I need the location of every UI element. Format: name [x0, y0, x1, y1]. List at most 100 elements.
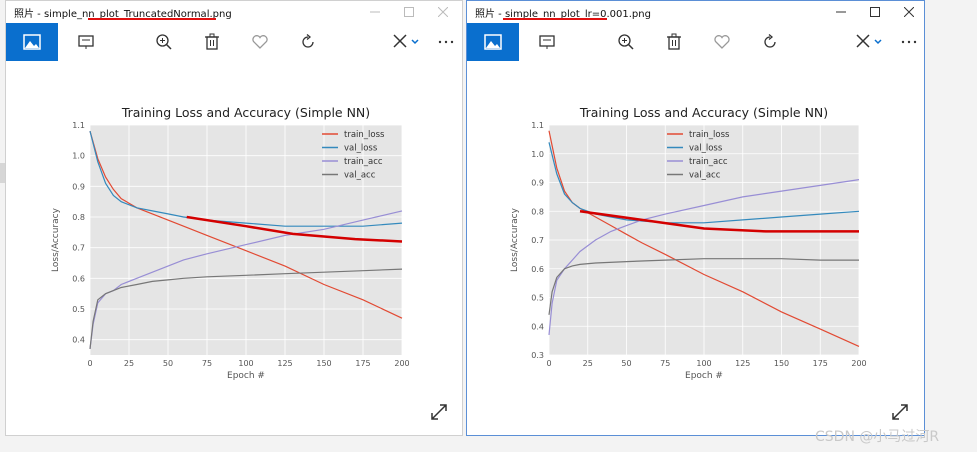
x-tick-label: 175 [355, 359, 370, 368]
maximize-button[interactable] [392, 1, 426, 23]
x-tick-label: 25 [124, 359, 134, 368]
image-viewer: 0 25 50 75 100 125 150 175 200 0.4 0.5 0.6 0.7 0.8 0.9… [6, 61, 462, 435]
slideshow-icon [539, 35, 555, 49]
y-tick-label: 1.1 [72, 121, 85, 130]
training-chart: 0 25 50 75 100 125 150 175 200 0.3 0.4 0.5 0.6 0.7 0.8… [510, 105, 867, 381]
red-trend-annotation [579, 210, 859, 233]
trash-icon [667, 33, 681, 50]
series-line-val_loss [89, 130, 403, 227]
watermark: CSDN @小马过河R [815, 429, 940, 445]
x-tick-label: 125 [277, 359, 292, 368]
zoom-in-icon [618, 34, 634, 50]
series-line-train_loss [548, 130, 860, 347]
minimize-button[interactable] [824, 1, 858, 23]
x-tick-label: 200 [394, 359, 409, 368]
fullscreen-expand-icon[interactable] [428, 401, 450, 423]
y-axis-label: Loss/Accuracy [51, 207, 61, 272]
title-bar[interactable]: 照片 - simple_nn_plot_lr=0.001.png [467, 1, 924, 23]
favorite-button[interactable] [704, 23, 740, 61]
heart-icon [252, 35, 268, 49]
more-button[interactable] [428, 23, 462, 61]
y-tick-label: 0.9 [531, 179, 544, 188]
x-tick-label: 125 [735, 359, 750, 368]
legend-label: train_loss [344, 130, 385, 140]
y-tick-label: 0.7 [72, 244, 85, 253]
maximize-button[interactable] [858, 1, 892, 23]
y-tick-label: 0.3 [531, 351, 544, 360]
more-icon [438, 40, 454, 44]
y-tick-label: 0.8 [531, 207, 544, 216]
rotate-button[interactable] [290, 23, 326, 61]
rotate-icon [302, 34, 314, 48]
legend-label: val_loss [689, 144, 723, 154]
red-trend-annotation [186, 215, 403, 243]
slideshow-button[interactable] [68, 23, 104, 61]
zoom-in-icon [156, 34, 172, 50]
x-tick-label: 0 [87, 359, 92, 368]
edit-button[interactable] [388, 23, 424, 61]
window-title: 照片 - simple_nn_plot_lr=0.001.png [475, 9, 651, 20]
y-tick-label: 0.6 [72, 274, 85, 283]
trash-icon [205, 33, 219, 50]
legend-label: val_loss [344, 144, 378, 154]
edit-button[interactable] [851, 23, 887, 61]
heart-icon [714, 35, 730, 49]
photo-view-button[interactable] [6, 23, 58, 61]
photos-window-lr-0001: 照片 - simple_nn_plot_lr=0.001.png 0 25 50 75… [466, 0, 925, 436]
window-title: 照片 - simple_nn_plot_TruncatedNormal.png [14, 9, 232, 20]
y-tick-label: 1.0 [531, 150, 544, 159]
image-icon [23, 34, 41, 50]
delete-button[interactable] [194, 23, 230, 61]
delete-button[interactable] [656, 23, 692, 61]
y-tick-label: 0.5 [72, 305, 85, 314]
legend-label: val_acc [344, 171, 376, 181]
close-button[interactable] [426, 1, 460, 23]
rotate-button[interactable] [752, 23, 788, 61]
x-tick-label: 175 [813, 359, 828, 368]
x-tick-label: 75 [202, 359, 212, 368]
image-icon [484, 34, 502, 50]
legend-label: train_acc [344, 157, 383, 167]
chart-title: Training Loss and Accuracy (Simple NN) [579, 105, 828, 120]
edit-create-icon [856, 34, 882, 48]
y-tick-label: 0.9 [72, 182, 85, 191]
close-button[interactable] [892, 1, 924, 23]
x-tick-label: 0 [546, 359, 551, 368]
minimize-button[interactable] [358, 1, 392, 23]
x-tick-label: 100 [238, 359, 253, 368]
series-line-val_acc [548, 258, 859, 315]
image-viewer: 0 25 50 75 100 125 150 175 200 0.3 0.4 0.5 0.6 0.7 0.8… [467, 61, 924, 435]
background-app-edge [0, 163, 6, 183]
x-tick-label: 25 [583, 359, 593, 368]
chart-title: Training Loss and Accuracy (Simple NN) [121, 105, 370, 120]
legend-label: train_loss [689, 130, 730, 140]
zoom-button[interactable] [608, 23, 644, 61]
red-underline-annotation [503, 18, 607, 20]
y-tick-label: 1.0 [72, 152, 85, 161]
fullscreen-expand-icon[interactable] [889, 401, 911, 423]
x-tick-label: 75 [660, 359, 670, 368]
x-tick-label: 50 [621, 359, 631, 368]
x-tick-label: 50 [163, 359, 173, 368]
legend: train_loss val_loss train_acc val_acc [667, 130, 730, 181]
legend: train_loss val_loss train_acc val_acc [322, 130, 385, 181]
y-tick-label: 0.4 [531, 322, 544, 331]
more-button[interactable] [891, 23, 924, 61]
photos-window-truncated-normal: 照片 - simple_nn_plot_TruncatedNormal.png … [5, 0, 463, 436]
x-axis-label: Epoch # [227, 371, 265, 381]
photo-view-button[interactable] [467, 23, 519, 61]
legend-label: val_acc [689, 171, 721, 181]
series-line-val_loss [548, 142, 860, 224]
y-tick-label: 0.8 [72, 213, 85, 222]
y-tick-label: 0.6 [531, 265, 544, 274]
zoom-button[interactable] [146, 23, 182, 61]
favorite-button[interactable] [242, 23, 278, 61]
y-tick-label: 0.4 [72, 336, 85, 345]
x-tick-label: 200 [851, 359, 866, 368]
x-tick-label: 150 [316, 359, 331, 368]
slideshow-button[interactable] [529, 23, 565, 61]
series-line-val_acc [89, 268, 403, 349]
x-axis-label: Epoch # [685, 371, 723, 381]
title-bar[interactable]: 照片 - simple_nn_plot_TruncatedNormal.png [6, 1, 462, 23]
more-icon [901, 40, 917, 44]
